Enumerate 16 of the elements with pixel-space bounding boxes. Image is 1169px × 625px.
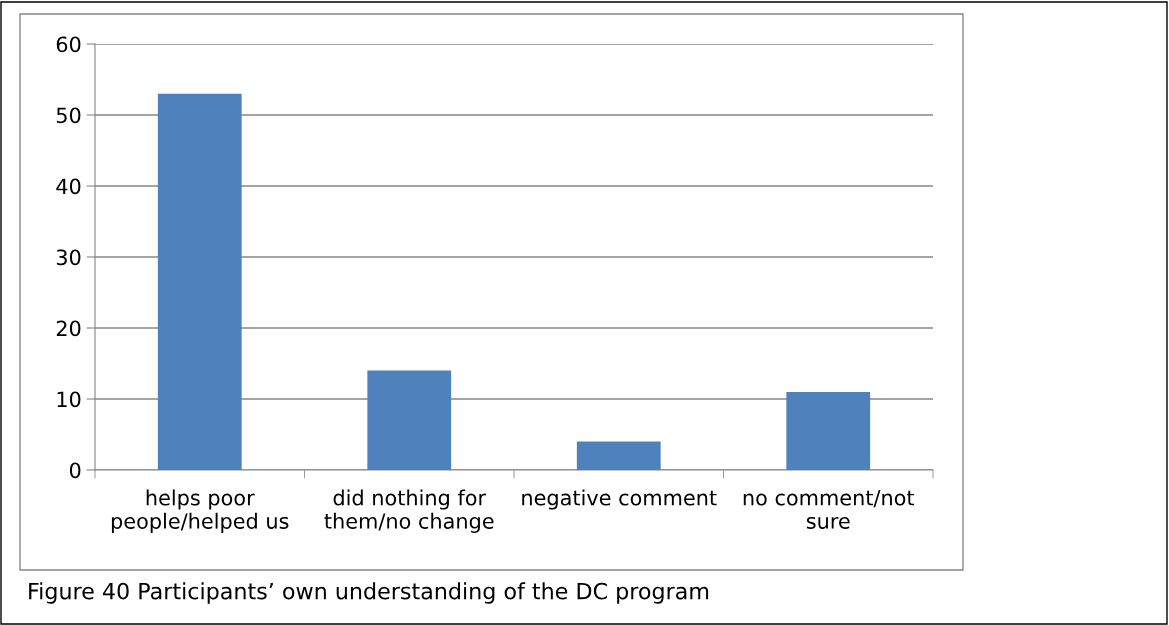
bar — [576, 441, 661, 470]
x-tick-label: no comment/not sure — [743, 490, 915, 529]
y-tick-label: 20 — [56, 320, 81, 337]
y-tick-label: 30 — [56, 249, 81, 266]
y-tick-label: 60 — [56, 36, 81, 53]
y-tick-label: 0 — [69, 462, 81, 479]
bar — [367, 370, 452, 470]
y-tick-label: 10 — [57, 391, 81, 408]
caption: Figure 40 Participants’ own understanding of the DC program — [29, 582, 709, 604]
bar — [157, 93, 242, 470]
x-tick-label: helps poor people/helped us — [111, 489, 289, 533]
x-tick-label: negative comment — [522, 489, 717, 510]
bar — [786, 391, 871, 470]
y-tick-label: 50 — [56, 107, 81, 124]
x-tick-label: did nothing for them/no change — [324, 489, 494, 533]
y-tick-label: 40 — [56, 178, 81, 195]
